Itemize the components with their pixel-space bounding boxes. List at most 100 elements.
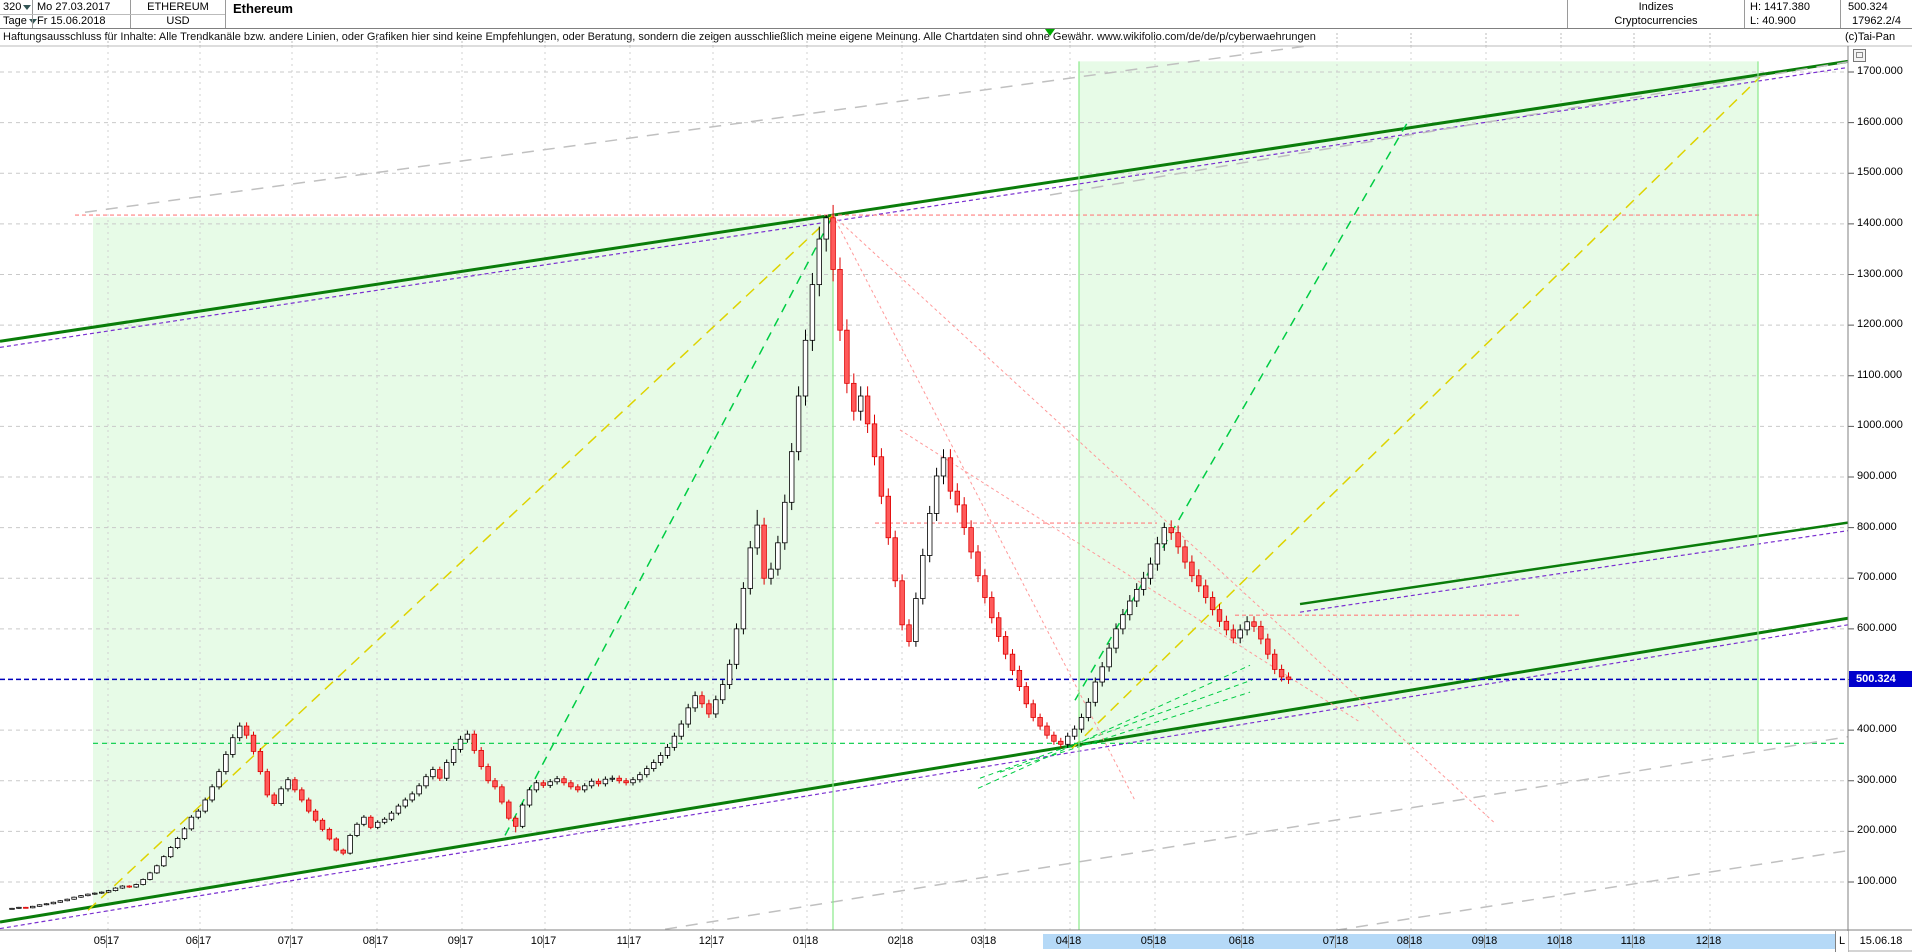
candle-body: [430, 769, 436, 778]
candle-body: [651, 762, 657, 770]
candle-body: [181, 828, 188, 839]
gray-diag-bottom-1: [655, 735, 1848, 930]
status-divider: [1835, 931, 1836, 952]
candle-body: [1244, 621, 1250, 631]
candle-body: [858, 395, 864, 412]
candle-body: [1030, 703, 1036, 718]
y-tick-label: 1400.000: [1857, 216, 1903, 229]
candle-body: [809, 284, 816, 341]
candle-body: [506, 801, 512, 819]
candle-body: [540, 782, 546, 786]
candle-body: [499, 786, 505, 803]
candle-body: [575, 786, 581, 791]
green-steep-left: [504, 214, 834, 836]
candle-body: [595, 780, 602, 785]
candle-body: [795, 395, 802, 453]
candle-body: [1078, 717, 1085, 730]
candle-body: [671, 735, 678, 748]
y-tick-label: 100.000: [1857, 875, 1897, 887]
restore-box-icon[interactable]: [1853, 49, 1866, 62]
candle-body: [1134, 588, 1140, 602]
candle-body: [154, 865, 160, 874]
candle-body: [706, 703, 712, 715]
candle-body: [374, 821, 381, 828]
x-tick-label: 0617: [185, 935, 212, 948]
candle-body: [1085, 701, 1092, 718]
channel-mid-violet: [1299, 530, 1848, 613]
candle-body: [105, 890, 112, 893]
candle-body: [630, 779, 636, 784]
y-tick-label: 700.000: [1857, 571, 1897, 584]
candle-body: [1237, 629, 1243, 639]
bars-count-dropdown[interactable]: 320: [3, 1, 32, 14]
candle-body: [657, 755, 664, 763]
candle-body: [333, 838, 339, 851]
x-tick-label: 0817: [362, 935, 389, 948]
y-tick-label: 900.000: [1857, 470, 1897, 482]
header-divider: [225, 0, 226, 28]
y-tick-label: 200.000: [1857, 824, 1897, 837]
low-marker: L: [1838, 935, 1846, 947]
candle-body: [216, 771, 222, 788]
green-fan-3: [999, 691, 1251, 773]
candle-body: [982, 575, 988, 598]
candle-body: [588, 780, 595, 787]
candle-body: [112, 887, 119, 892]
candle-body: [326, 828, 333, 840]
category-line2: Cryptocurrencies: [1614, 15, 1698, 27]
candle-body: [1113, 628, 1119, 649]
candle-body: [368, 816, 374, 828]
y-tick-label: 1200.000: [1857, 318, 1903, 331]
x-tick-label: 1118: [1620, 935, 1646, 948]
x-tick-label: 0418: [1055, 935, 1082, 948]
x-axis: 0517 0617 0717 0817 0917 1017 1117 1217 0118 0218…: [0, 931, 1848, 952]
symbol-name: ETHEREUM: [147, 1, 209, 13]
candle-body: [71, 896, 77, 900]
candle-body: [1272, 653, 1278, 670]
candle-body: [1002, 636, 1009, 655]
candle-body: [450, 748, 457, 763]
candle-body: [1071, 728, 1078, 737]
candle-body: [354, 823, 360, 836]
status-date: 15.06.18: [1859, 935, 1903, 947]
candle-body: [699, 695, 705, 705]
candle-body: [161, 856, 167, 867]
x-tick-label: 1218: [1695, 935, 1722, 948]
candle-body: [1161, 527, 1167, 545]
candle-body: [740, 587, 747, 630]
candle-body: [1196, 575, 1202, 587]
candle-body: [782, 501, 788, 544]
candle-body: [568, 782, 574, 788]
gray-diag-bottom-2: [1332, 849, 1848, 930]
candle-body: [119, 885, 126, 889]
candle-body: [236, 725, 243, 739]
candle-body: [485, 766, 491, 782]
header-bottom-border: [0, 28, 1912, 29]
candle-body: [319, 819, 326, 830]
candle-body: [230, 737, 236, 755]
candle-body: [99, 891, 105, 894]
candle-body: [851, 382, 857, 412]
candle-body: [1258, 625, 1264, 640]
candle-body: [913, 598, 919, 642]
candle-body: [195, 810, 201, 818]
candle-body: [844, 329, 850, 384]
x-tick-label: 0917: [447, 935, 474, 948]
candle-body: [1285, 676, 1292, 680]
candle-body: [43, 903, 50, 906]
candle-body: [1265, 638, 1271, 655]
candle-body: [292, 779, 298, 791]
x-tick-label: 0717: [277, 935, 304, 948]
candle-body: [257, 750, 264, 773]
candle-body: [250, 734, 257, 752]
candle-body: [402, 799, 408, 807]
last-price: 500.324: [1848, 1, 1888, 13]
candle-body: [1175, 532, 1181, 548]
y-tick-label: 1700.000: [1857, 65, 1903, 77]
candle-body: [147, 872, 153, 880]
last-price-badge: 500.324: [1849, 671, 1912, 688]
candle-body: [1168, 527, 1174, 534]
candle-body: [1251, 621, 1257, 627]
